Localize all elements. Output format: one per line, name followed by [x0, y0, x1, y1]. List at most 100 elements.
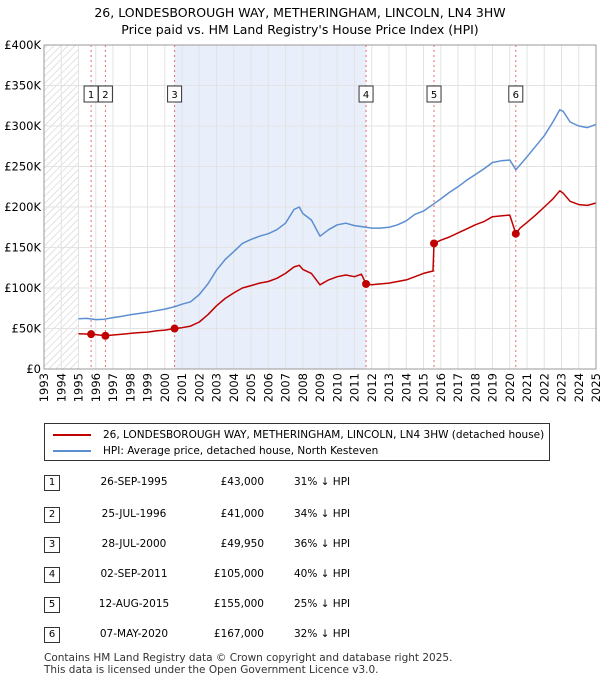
x-tick-label: 2024 — [572, 373, 586, 402]
sale-number-badge: 1 — [44, 475, 60, 491]
hpi-line — [78, 109, 597, 321]
y-tick-label: £350K — [4, 79, 41, 93]
y-tick-label: £0 — [26, 362, 41, 376]
sale-date: 28-JUL-2000 — [101, 538, 167, 550]
sale-price: £155,000 — [213, 598, 264, 610]
x-tick-label: 1997 — [106, 373, 120, 402]
x-tick-label: 2020 — [503, 373, 517, 402]
sale-marker-box — [358, 85, 374, 103]
legend-swatch-property — [53, 434, 91, 436]
sale-number-badge: 2 — [44, 507, 60, 523]
sale-price: £49,950 — [220, 538, 264, 550]
x-tick-label: 2008 — [296, 373, 310, 402]
legend-swatch-hpi — [53, 450, 91, 452]
x-tick-label: 1998 — [123, 373, 137, 402]
legend-label-property: 26, LONDESBOROUGH WAY, METHERINGHAM, LIN… — [103, 429, 545, 441]
sale-marker-label: 6 — [513, 90, 519, 101]
footer-copyright: Contains HM Land Registry data © Crown c… — [44, 652, 453, 664]
x-tick-label: 2022 — [537, 373, 551, 402]
x-tick-label: 1993 — [37, 373, 51, 402]
sale-point — [430, 239, 439, 248]
x-tick-label: 2016 — [434, 373, 448, 402]
sale-date: 26-SEP-1995 — [100, 476, 168, 488]
sale-number-badge: 6 — [44, 627, 60, 643]
legend-label-hpi: HPI: Average price, detached house, Nort… — [103, 445, 379, 457]
sale-marker-label: 5 — [431, 90, 437, 101]
sale-marker: 5 — [426, 85, 442, 103]
sale-date: 07-MAY-2020 — [99, 628, 169, 640]
x-tick-label: 2012 — [365, 373, 379, 402]
y-tick-label: £50K — [12, 322, 42, 336]
x-tick-label: 1994 — [54, 373, 68, 402]
sale-hpi-diff: 25% ↓ HPI — [294, 598, 351, 610]
sale-marker: 1 — [83, 85, 99, 103]
chart-legend: 26, LONDESBOROUGH WAY, METHERINGHAM, LIN… — [44, 423, 550, 461]
sale-price: £43,000 — [220, 476, 264, 488]
footer-licence: This data is licensed under the Open Gov… — [44, 664, 379, 676]
x-tick-label: 2014 — [399, 373, 413, 402]
x-tick-label: 1999 — [141, 373, 155, 402]
x-tick-label: 2019 — [486, 373, 500, 402]
sale-marker-box — [97, 85, 113, 103]
sale-point — [170, 324, 179, 333]
sale-marker-label: 2 — [102, 90, 108, 101]
x-tick-label: 2025 — [589, 373, 600, 402]
sale-point — [511, 229, 520, 238]
x-tick-label: 1996 — [89, 373, 103, 402]
sale-marker-box — [508, 85, 524, 103]
x-tick-label: 2000 — [158, 373, 172, 402]
sale-number-badge: 4 — [44, 567, 60, 583]
table-row: 3 28-JUL-2000 £49,950 36% ↓ HPI — [44, 537, 464, 557]
y-tick-label: £300K — [4, 119, 41, 133]
chart-title-line2: Price paid vs. HM Land Registry's House … — [121, 22, 479, 37]
x-tick-label: 2006 — [261, 373, 275, 402]
sale-marker-label: 1 — [88, 90, 94, 101]
x-tick-label: 2023 — [555, 373, 569, 402]
y-tick-label: £250K — [4, 160, 41, 174]
x-tick-label: 2010 — [330, 373, 344, 402]
sale-marker-box — [167, 85, 183, 103]
sale-point — [87, 330, 96, 339]
x-tick-label: 1995 — [72, 373, 86, 402]
sale-point — [362, 279, 371, 288]
sale-marker: 4 — [358, 85, 374, 103]
sale-date: 02-SEP-2011 — [100, 568, 168, 580]
x-tick-label: 2007 — [279, 373, 293, 402]
sale-point — [101, 331, 110, 340]
table-row: 5 12-AUG-2015 £155,000 25% ↓ HPI — [44, 597, 464, 617]
sale-date: 12-AUG-2015 — [98, 598, 170, 610]
sale-marker-label: 3 — [171, 90, 177, 101]
sale-hpi-diff: 40% ↓ HPI — [294, 568, 351, 580]
y-tick-label: £400K — [4, 38, 41, 52]
x-tick-label: 2009 — [313, 373, 327, 402]
sale-marker: 3 — [167, 85, 183, 103]
sale-number-badge: 3 — [44, 537, 60, 553]
sale-price: £41,000 — [220, 508, 264, 520]
x-tick-label: 2018 — [468, 373, 482, 402]
sale-date: 25-JUL-1996 — [101, 508, 167, 520]
sale-price: £167,000 — [213, 628, 264, 640]
x-tick-label: 2015 — [417, 373, 431, 402]
sale-marker: 2 — [97, 85, 113, 103]
chart-title-line1: 26, LONDESBOROUGH WAY, METHERINGHAM, LIN… — [94, 5, 506, 20]
sale-marker-label: 4 — [363, 90, 369, 101]
x-tick-label: 2002 — [192, 373, 206, 402]
x-tick-label: 2021 — [520, 373, 534, 402]
x-tick-label: 2005 — [244, 373, 258, 402]
y-tick-label: £150K — [4, 241, 41, 255]
sale-hpi-diff: 32% ↓ HPI — [294, 628, 351, 640]
table-row: 4 02-SEP-2011 £105,000 40% ↓ HPI — [44, 567, 464, 587]
y-tick-label: £200K — [4, 200, 41, 214]
x-tick-label: 2017 — [451, 373, 465, 402]
table-row: 6 07-MAY-2020 £167,000 32% ↓ HPI — [44, 627, 464, 647]
y-tick-label: £100K — [4, 281, 41, 295]
sale-price: £105,000 — [213, 568, 264, 580]
x-tick-label: 2003 — [210, 373, 224, 402]
sale-hpi-diff: 34% ↓ HPI — [294, 508, 351, 520]
sale-marker-box — [426, 85, 442, 103]
legend-item-property: 26, LONDESBOROUGH WAY, METHERINGHAM, LIN… — [53, 427, 544, 443]
table-row: 1 26-SEP-1995 £43,000 31% ↓ HPI — [44, 475, 464, 495]
sale-hpi-diff: 31% ↓ HPI — [294, 476, 351, 488]
legend-item-hpi: HPI: Average price, detached house, Nort… — [53, 443, 378, 459]
